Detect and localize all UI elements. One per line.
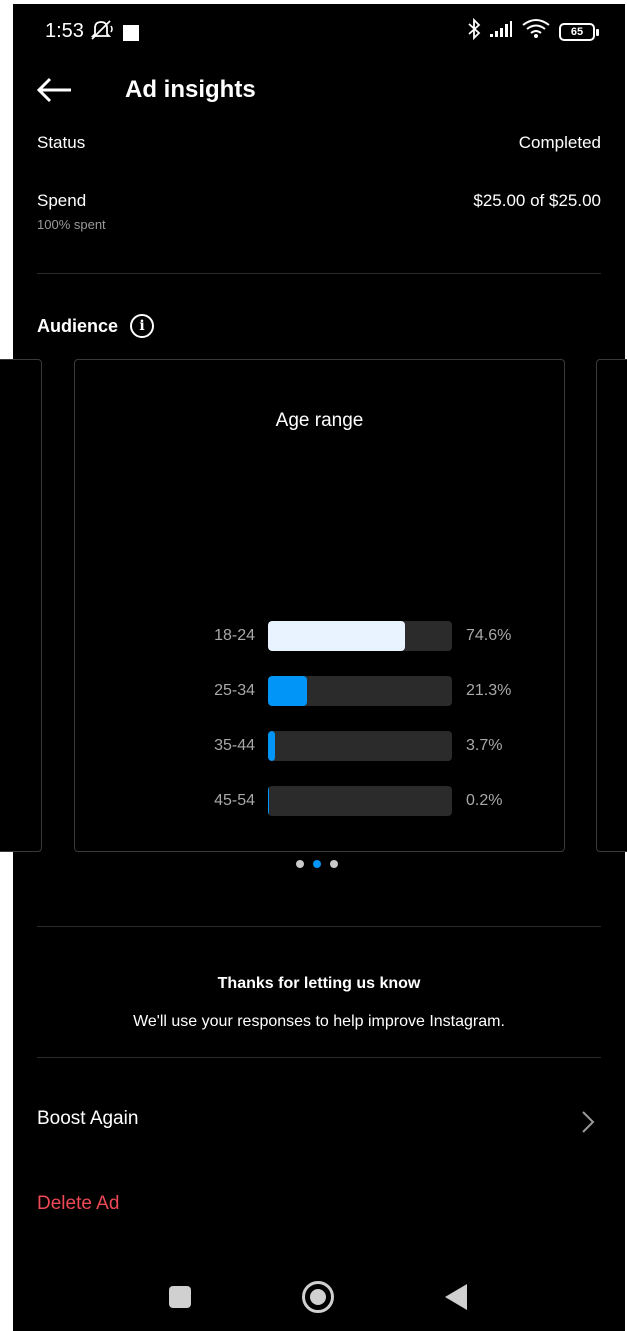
page-title: Ad insights [125,76,256,103]
age-bar-row: 35-44 3.7% [75,731,564,761]
battery-icon: 65 [559,22,599,41]
system-nav-bar [13,1270,625,1326]
carousel-card-age-range[interactable]: Age range 18-24 74.6% 25-34 21.3% 35-44 3.7% 4… [74,359,565,852]
age-bar-row: 45-54 0.2% [75,786,564,816]
age-bar-value: 0.2% [466,792,503,809]
divider [37,1057,601,1058]
feedback-subtitle: We'll use your responses to help improve… [133,1013,505,1030]
card-title: Age range [275,410,364,431]
age-bar-track [268,676,452,706]
status-row: Status Completed [37,133,601,153]
status-right-icons: 65 [467,17,599,45]
mute-icon [89,19,115,46]
pager-dot[interactable] [330,860,338,868]
boost-again-label: Boost Again [37,1108,139,1129]
bluetooth-icon [467,17,481,45]
spend-label: Spend [37,191,87,210]
top-border [0,0,627,4]
age-bar-label: 35-44 [214,737,255,754]
carousel-card-previous[interactable] [0,359,42,852]
info-icon[interactable]: i [130,314,155,338]
wifi-icon [521,18,551,45]
age-bar-track [268,786,452,816]
status-label: Status [37,133,86,152]
divider [37,273,601,274]
chevron-right-icon [581,1110,595,1134]
age-bar-track [268,731,452,761]
audience-label: Audience [37,315,119,336]
clock-time: 1:53 [45,20,84,42]
delete-ad-button[interactable]: Delete Ad [37,1193,120,1214]
age-bar-value: 74.6% [466,627,512,644]
age-bar-label: 18-24 [214,627,255,644]
spend-subtext: 100% spent [37,217,106,232]
divider [37,926,601,927]
status-bar: 1:53 [13,4,625,60]
age-bar-label: 25-34 [214,682,255,699]
status-value: Completed [518,133,601,152]
pager-dot[interactable] [313,860,321,868]
age-bar-track [268,621,452,651]
status-left-icons [89,19,139,46]
back-arrow-icon[interactable] [35,74,75,106]
feedback-title: Thanks for letting us know [217,975,421,992]
carousel-card-next[interactable] [596,359,627,852]
audience-header: Audience i [37,314,155,338]
signal-icon [489,20,513,43]
recent-apps-icon[interactable] [169,1286,191,1308]
age-bar-fill [268,731,275,761]
spend-row: Spend 100% spent $25.00 of $25.00 [37,191,601,232]
carousel-pager [296,860,338,868]
system-back-icon[interactable] [445,1284,467,1310]
spend-value: $25.00 of $25.00 [473,191,601,210]
square-icon [123,24,139,41]
age-bar-row: 18-24 74.6% [75,621,564,651]
age-bar-fill [268,676,308,706]
boost-again-button[interactable]: Boost Again [37,1108,601,1138]
age-bar-fill [268,621,406,651]
age-bar-value: 21.3% [466,682,512,699]
home-icon[interactable] [302,1281,334,1313]
age-bar-value: 3.7% [466,737,503,754]
pager-dot[interactable] [296,860,304,868]
app-header: Ad insights [13,68,625,112]
age-bar-label: 45-54 [214,792,255,809]
battery-level: 65 [570,25,584,38]
age-bar-row: 25-34 21.3% [75,676,564,706]
